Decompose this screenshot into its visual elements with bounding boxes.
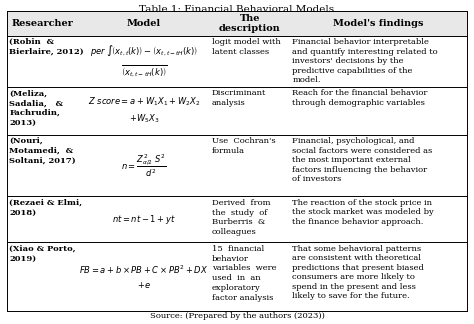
Text: Reach for the financial behavior
through demographic variables: Reach for the financial behavior through… <box>292 89 428 107</box>
Text: (Rezaei & Elmi,
2018): (Rezaei & Elmi, 2018) <box>9 199 82 217</box>
Text: (Xiao & Porto,
2019): (Xiao & Porto, 2019) <box>9 245 76 262</box>
Text: $Z\ score = a + W_1X_1 + W_2X_2$
$+ W_5X_3$: $Z\ score = a + W_1X_1 + W_2X_2$ $+ W_5X… <box>88 96 200 125</box>
Bar <box>7 11 467 36</box>
Text: $per\ \int\!\left(x_{t,t}(k)\right) - \left(x_{t,t-tH}(k)\right)$
$\overline{\le: $per\ \int\!\left(x_{t,t}(k)\right) - \l… <box>90 43 198 80</box>
Text: Model: Model <box>127 19 161 28</box>
Text: (Nouri,
Motamedi,  &
Soltani, 2017): (Nouri, Motamedi, & Soltani, 2017) <box>9 137 76 165</box>
Text: logit model with
latent classes: logit model with latent classes <box>212 38 281 56</box>
Text: (Meliza,
Sadalia,   &
Fachrudin,
2013): (Meliza, Sadalia, & Fachrudin, 2013) <box>9 89 64 127</box>
Text: $n = \dfrac{Z^{2}_{\alpha/2}\ S^2}{d^2}$: $n = \dfrac{Z^{2}_{\alpha/2}\ S^2}{d^2}$ <box>121 152 167 179</box>
Text: (Robin  &
Bierlaire, 2012): (Robin & Bierlaire, 2012) <box>9 38 84 56</box>
Text: Researcher: Researcher <box>12 19 73 28</box>
Text: Use  Cochran's
formula: Use Cochran's formula <box>212 137 275 155</box>
Text: Model's findings: Model's findings <box>333 19 424 28</box>
Text: Discriminant
analysis: Discriminant analysis <box>212 89 266 107</box>
Text: Financial, psychological, and
social factors were considered as
the most importa: Financial, psychological, and social fac… <box>292 137 432 183</box>
Text: $nt = nt - 1 + yt$: $nt = nt - 1 + yt$ <box>112 213 176 226</box>
Text: That some behavioral patterns
are consistent with theoretical
predictions that p: That some behavioral patterns are consis… <box>292 245 424 300</box>
Text: $FB = a + b \times PB + C \times PB^2 + DX$
$+ e$: $FB = a + b \times PB + C \times PB^2 + … <box>79 263 209 290</box>
Text: Financial behavior interpretable
and quantify interesting related to
investors' : Financial behavior interpretable and qua… <box>292 38 438 84</box>
Text: The
description: The description <box>219 14 281 33</box>
Text: The reaction of the stock price in
the stock market was modeled by
the finance b: The reaction of the stock price in the s… <box>292 199 434 226</box>
Text: 15  financial
behavior
variables  were
used  in  an
exploratory
factor analysis: 15 financial behavior variables were use… <box>212 245 276 302</box>
Text: Table 1: Financial Behavioral Models: Table 1: Financial Behavioral Models <box>139 5 335 14</box>
Text: Derived  from
the  study  of
Burberris  &
colleagues: Derived from the study of Burberris & co… <box>212 199 270 236</box>
Text: Source: (Prepared by the authors (2023)): Source: (Prepared by the authors (2023)) <box>150 312 324 320</box>
